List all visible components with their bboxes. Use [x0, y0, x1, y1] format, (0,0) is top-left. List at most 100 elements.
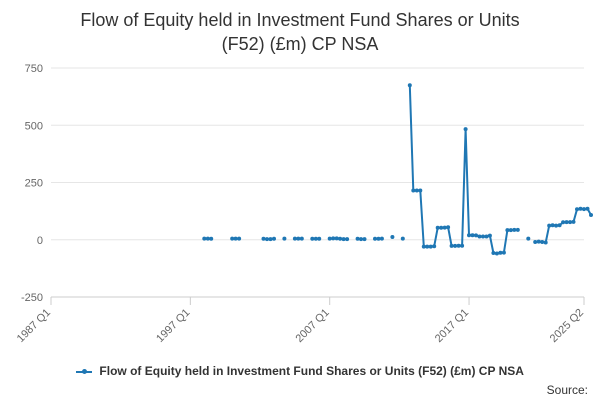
- data-point: [439, 225, 444, 230]
- data-point: [317, 236, 322, 241]
- data-point: [418, 188, 423, 193]
- data-point: [299, 236, 304, 241]
- data-point: [432, 244, 437, 249]
- data-point: [327, 236, 332, 241]
- data-point: [338, 236, 343, 241]
- data-point: [205, 236, 210, 241]
- x-tick-label: 2017 Q1: [433, 307, 471, 345]
- series-line-segment: [535, 207, 592, 244]
- data-point: [446, 225, 451, 230]
- x-tick-label: 1997 Q1: [154, 307, 192, 345]
- data-point: [449, 243, 454, 248]
- data-point: [428, 244, 433, 249]
- chart-title-line-1: Flow of Equity held in Investment Fund S…: [80, 10, 520, 30]
- data-point: [442, 225, 447, 230]
- data-point: [550, 223, 555, 228]
- y-tick-label: 0: [37, 235, 43, 247]
- data-point: [494, 251, 499, 256]
- data-point: [261, 236, 266, 241]
- x-tick-label: 2007 Q1: [293, 307, 331, 345]
- data-point: [362, 237, 367, 242]
- data-point: [456, 243, 461, 248]
- data-point: [379, 236, 384, 241]
- data-point: [515, 227, 520, 232]
- data-point: [568, 220, 573, 225]
- data-point: [373, 236, 377, 241]
- y-tick-label: -250: [21, 292, 43, 304]
- data-point: [564, 220, 569, 225]
- source-label: Source:: [546, 383, 588, 397]
- data-point: [460, 243, 465, 248]
- data-point: [575, 207, 579, 212]
- data-point: [512, 227, 517, 232]
- data-point: [233, 236, 238, 241]
- data-point: [202, 236, 207, 241]
- legend-line-marker-icon: [76, 368, 93, 374]
- x-tick-label: 2025 Q2: [548, 307, 586, 345]
- data-point: [505, 228, 510, 233]
- data-point: [230, 236, 235, 241]
- data-point: [557, 223, 562, 228]
- data-point: [540, 240, 545, 244]
- data-point: [390, 235, 395, 239]
- data-point: [268, 237, 273, 242]
- data-point: [334, 236, 339, 241]
- data-point: [355, 236, 360, 241]
- data-point: [313, 236, 318, 241]
- data-point: [481, 234, 485, 239]
- data-point: [359, 237, 363, 242]
- data-point: [582, 207, 586, 212]
- y-tick-label: 250: [25, 178, 43, 190]
- data-point: [501, 250, 506, 255]
- data-point: [282, 236, 287, 241]
- data-point: [536, 239, 541, 244]
- data-point: [272, 236, 276, 241]
- data-point: [543, 240, 548, 245]
- data-point: [554, 223, 559, 228]
- data-point: [508, 228, 513, 233]
- chart-legend[interactable]: Flow of Equity held in Investment Fund S…: [0, 364, 600, 378]
- data-point: [237, 236, 242, 241]
- data-point: [585, 206, 590, 211]
- y-tick-label: 750: [25, 63, 43, 75]
- series-line-segment: [408, 85, 518, 255]
- data-point: [484, 234, 489, 239]
- legend-series-label: Flow of Equity held in Investment Fund S…: [99, 364, 524, 378]
- data-point: [498, 250, 503, 255]
- data-point: [463, 127, 468, 132]
- data-point: [341, 237, 346, 242]
- data-point: [526, 236, 531, 241]
- data-point: [467, 233, 471, 238]
- data-point: [376, 236, 381, 241]
- chart-title-line-2: (F52) (£m) CP NSA: [221, 34, 379, 54]
- chart-title: Flow of Equity held in Investment Fund S…: [0, 8, 600, 56]
- data-point: [414, 188, 419, 193]
- data-point: [561, 220, 566, 225]
- data-point: [491, 251, 496, 255]
- data-point: [470, 233, 475, 238]
- data-point: [411, 188, 416, 193]
- data-point: [578, 206, 583, 211]
- x-tick-label: 1987 Q1: [15, 307, 53, 345]
- data-point: [331, 236, 336, 241]
- data-point: [487, 233, 492, 238]
- data-point: [547, 223, 552, 228]
- data-point: [453, 243, 458, 248]
- data-point: [345, 237, 350, 242]
- data-point: [209, 236, 214, 241]
- data-point: [400, 236, 405, 241]
- data-point: [296, 236, 301, 241]
- data-point: [265, 237, 269, 242]
- data-point: [425, 244, 430, 249]
- data-point: [407, 83, 412, 88]
- y-tick-label: 500: [25, 120, 43, 132]
- data-point: [435, 225, 440, 230]
- data-point: [533, 240, 538, 244]
- data-point: [474, 233, 478, 238]
- data-point: [292, 236, 297, 241]
- data-point: [421, 244, 426, 249]
- data-point: [589, 213, 593, 217]
- data-point: [477, 234, 482, 239]
- data-point: [310, 236, 315, 241]
